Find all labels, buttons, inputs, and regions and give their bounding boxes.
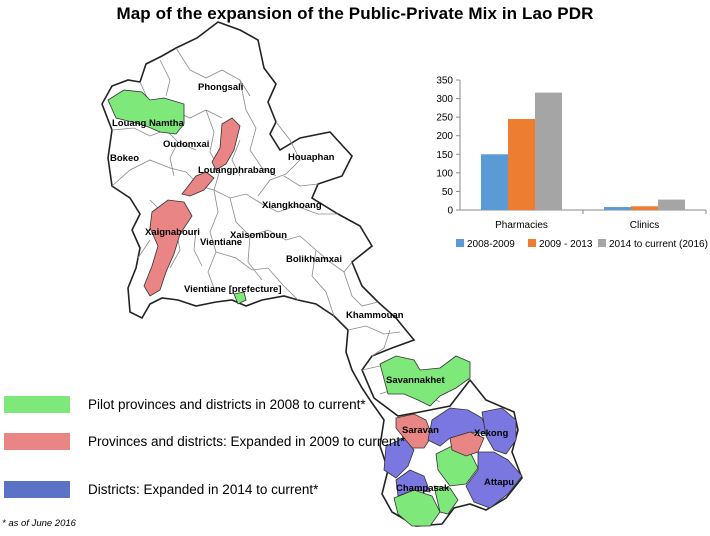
- legend-item-expanded-2014: Districts: Expanded in 2014 to current*: [0, 481, 428, 498]
- bar: [658, 199, 685, 210]
- bar: [535, 92, 562, 210]
- expanded-2014-areas: [383, 407, 523, 509]
- legend-label: Districts: Expanded in 2014 to current*: [88, 482, 319, 497]
- province-label: Louangphrabang: [198, 165, 276, 176]
- x-tick-label: Clinics: [630, 220, 659, 231]
- province-label: Saravan: [402, 425, 439, 436]
- footnote: * as of June 2016: [2, 518, 76, 529]
- province-label: Khammouan: [346, 310, 404, 321]
- pilot-area-champasak-south: [393, 489, 441, 527]
- expanded-2014-area-2: [481, 407, 517, 455]
- legend-swatch: [528, 239, 536, 247]
- expanded-2014-area-3: [465, 451, 523, 509]
- y-tick-label: 50: [442, 187, 454, 198]
- bar: [631, 206, 658, 210]
- legend-entry: 2008-2009: [467, 239, 515, 250]
- chart-legend: 2008-2009 2009 - 2013 2014 to current (201…: [456, 239, 708, 250]
- bar: [604, 207, 631, 210]
- province-label: Houaphan: [288, 152, 335, 163]
- expanded-2009-area-2: [181, 171, 215, 197]
- province-label: Bokeo: [110, 153, 139, 164]
- province-label: Xaignabouri: [145, 227, 200, 238]
- expanded-2009-areas: [143, 117, 485, 457]
- y-tick-label: 300: [436, 94, 453, 105]
- legend-entry: 2014 to current (2016): [609, 239, 708, 250]
- y-tick-label: 250: [436, 113, 453, 124]
- pilot-area-champasak-east: [433, 485, 459, 515]
- province-label: Phongsali: [198, 82, 243, 93]
- expanded-2009-area-3: [143, 199, 193, 297]
- pilot-area-vientiane-prefecture: [233, 291, 247, 305]
- legend-label: Provinces and districts: Expanded in 200…: [88, 434, 406, 449]
- province-label: Xekong: [474, 428, 509, 439]
- legend-entry: 2009 - 2013: [539, 239, 593, 250]
- expanded-2009-area-1: [211, 117, 241, 171]
- legend-swatch: [598, 239, 606, 247]
- y-tick-label: 350: [436, 76, 453, 87]
- bar: [481, 154, 508, 210]
- province-label: Savannakhet: [386, 375, 445, 386]
- pilot-area-savannakhet: [379, 355, 471, 407]
- province-label: Champasak: [396, 483, 450, 494]
- legend-swatch-red: [4, 433, 70, 450]
- province-label: Xiangkhoang: [262, 200, 322, 211]
- province-label: Oudomxai: [163, 139, 209, 150]
- legend-swatch-green: [4, 396, 70, 413]
- legend-item-expanded-2009: Provinces and districts: Expanded in 200…: [0, 433, 428, 450]
- x-tick-label: Pharmacies: [495, 220, 548, 231]
- legend-swatch: [456, 239, 464, 247]
- bar-chart: 0 50 100 150 200 250 300 350 Pharmacies Clinics 2…: [436, 76, 708, 251]
- chart-bars: [481, 92, 685, 210]
- expanded-2014-area-1: [427, 407, 489, 447]
- province-label: Vientiane: [200, 237, 242, 248]
- expanded-2014-area-5: [395, 469, 431, 497]
- province-label: Vientiane [prefecture]: [184, 284, 282, 295]
- legend-item-pilot: Pilot provinces and districts in 2008 to…: [0, 396, 428, 413]
- province-labels: Phongsali Louang Namtha Oudomxai Bokeo L…: [110, 82, 514, 494]
- province-label: Bolikhamxai: [286, 254, 342, 265]
- legend-label: Pilot provinces and districts in 2008 to…: [88, 397, 366, 412]
- y-tick-label: 100: [436, 168, 453, 179]
- y-tick-label: 200: [436, 131, 453, 142]
- y-tick-label: 0: [447, 206, 453, 217]
- expanded-2014-area-4: [383, 437, 415, 479]
- province-label: Xaisomboun: [230, 230, 287, 241]
- province-label: Louang Namtha: [112, 118, 184, 129]
- legend-swatch-blue: [4, 481, 70, 498]
- pilot-areas: [107, 89, 479, 527]
- y-tick-label: 150: [436, 150, 453, 161]
- pilot-area-louang-namtha: [107, 89, 185, 135]
- province-label: Attapu: [484, 477, 514, 488]
- expanded-2009-area-4: [395, 413, 433, 449]
- bar: [508, 119, 535, 210]
- page-title: Map of the expansion of the Public-Priva…: [116, 4, 594, 23]
